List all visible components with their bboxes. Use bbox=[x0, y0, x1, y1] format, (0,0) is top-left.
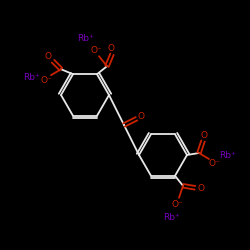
Text: O⁻: O⁻ bbox=[90, 46, 102, 55]
Text: Rb⁺: Rb⁺ bbox=[22, 73, 40, 82]
Text: O⁻: O⁻ bbox=[208, 158, 220, 168]
Text: O: O bbox=[198, 184, 204, 193]
Text: O: O bbox=[200, 132, 207, 140]
Text: Rb⁺: Rb⁺ bbox=[76, 34, 94, 43]
Text: O⁻: O⁻ bbox=[40, 76, 52, 85]
Text: Rb⁺: Rb⁺ bbox=[162, 213, 180, 222]
Text: O: O bbox=[44, 52, 52, 61]
Text: Rb⁺: Rb⁺ bbox=[218, 152, 236, 160]
Text: O: O bbox=[138, 112, 144, 121]
Text: O⁻: O⁻ bbox=[171, 200, 183, 209]
Text: O: O bbox=[108, 44, 114, 53]
